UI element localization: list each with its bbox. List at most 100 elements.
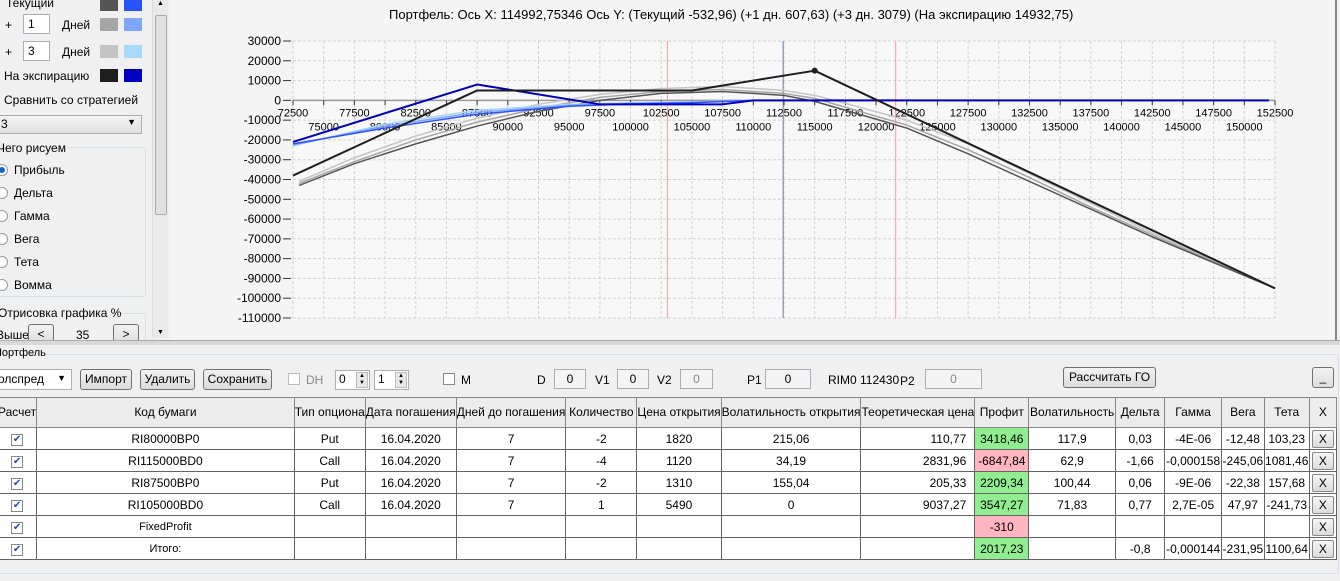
spin-arrows-icon[interactable]: ▲ ▼ bbox=[356, 372, 368, 388]
table-row[interactable]: ✔ Итого: 2017,23 -0,8 -0,000144 -231,95 1100,6… bbox=[0, 537, 1338, 560]
table-cell: 71,83 bbox=[1028, 493, 1117, 516]
remove-row-button[interactable]: X bbox=[1311, 517, 1334, 536]
calc-checkbox[interactable]: ✔ bbox=[11, 544, 24, 556]
scroll-down-icon[interactable]: ▼ bbox=[157, 329, 164, 336]
table-row[interactable]: ✔ RI105000BD0 Call 16.04.2020 7 1 5490 0 9037,27… bbox=[0, 493, 1338, 516]
save-button[interactable]: Сохранить bbox=[203, 369, 272, 390]
v2-value[interactable]: 0 bbox=[680, 369, 713, 389]
table-cell bbox=[455, 515, 567, 538]
remove-row-cell[interactable]: X bbox=[1308, 493, 1338, 516]
table-row[interactable]: ✔ RI87500BP0 Put 16.04.2020 7 -2 1310 155,04 205… bbox=[0, 471, 1338, 494]
delete-button[interactable]: Удалить bbox=[140, 369, 195, 390]
table-row[interactable]: ✔ FixedProfit -310 X bbox=[0, 515, 1338, 538]
calc-checkbox[interactable]: ✔ bbox=[11, 500, 24, 512]
spin-input-1[interactable]: 0 ▲ ▼ bbox=[335, 370, 370, 390]
days-input-1[interactable]: 1 bbox=[23, 14, 50, 34]
column-header[interactable]: Расчет bbox=[0, 397, 38, 428]
legend-expiration-color-compare[interactable] bbox=[124, 69, 142, 82]
calculate-margin-button[interactable]: Рассчитать ГО bbox=[1063, 367, 1156, 388]
days-input-3[interactable]: 3 bbox=[23, 41, 50, 61]
remove-row-cell[interactable]: X bbox=[1308, 427, 1338, 450]
legend-expiration-color-portfolio[interactable] bbox=[100, 69, 118, 82]
dh-checkbox[interactable] bbox=[288, 373, 300, 385]
compare-strategy-select[interactable]: 3 ▼ bbox=[0, 115, 142, 134]
column-header[interactable]: Количество bbox=[565, 397, 638, 428]
remove-row-button[interactable]: X bbox=[1311, 451, 1334, 470]
m-checkbox[interactable] bbox=[443, 373, 455, 385]
column-header[interactable]: Профит bbox=[974, 397, 1030, 428]
payoff-chart[interactable]: Портфель: Ось X: 114992,75346 Ось Y: (Те… bbox=[170, 0, 1337, 340]
p1-value[interactable]: 0 bbox=[765, 369, 811, 389]
legend-1day-color-compare[interactable] bbox=[124, 18, 142, 31]
calc-checkbox[interactable]: ✔ bbox=[11, 456, 24, 468]
remove-row-cell[interactable]: X bbox=[1308, 515, 1338, 538]
column-header[interactable]: Код бумаги bbox=[36, 397, 295, 428]
calc-checkbox-cell[interactable]: ✔ bbox=[0, 471, 38, 494]
remove-row-button[interactable]: X bbox=[1311, 473, 1334, 492]
table-cell: -241,73 bbox=[1263, 493, 1310, 516]
splitter[interactable] bbox=[0, 340, 1340, 345]
remove-row-cell[interactable]: X bbox=[1308, 471, 1338, 494]
scrollbar-thumb[interactable] bbox=[155, 15, 167, 215]
x-tick-label: 95000 bbox=[554, 121, 585, 133]
calc-checkbox[interactable]: ✔ bbox=[11, 434, 24, 446]
radio-icon[interactable] bbox=[0, 210, 8, 222]
remove-row-button[interactable]: X bbox=[1311, 429, 1334, 448]
table-cell: 0,77 bbox=[1115, 493, 1166, 516]
p2-value[interactable]: 0 bbox=[925, 369, 982, 389]
table-row[interactable]: ✔ RI115000BD0 Call 16.04.2020 7 -4 1120 34,19 28… bbox=[0, 449, 1338, 472]
calc-checkbox[interactable]: ✔ bbox=[11, 522, 24, 534]
column-header[interactable]: Тип опциона bbox=[293, 397, 366, 428]
legend-current-color-compare[interactable] bbox=[124, 0, 142, 11]
column-header[interactable]: Волатильность bbox=[1028, 397, 1117, 428]
radio-icon[interactable] bbox=[0, 187, 8, 199]
calc-checkbox-cell[interactable]: ✔ bbox=[0, 449, 38, 472]
remove-row-button[interactable]: X bbox=[1311, 495, 1334, 514]
column-header[interactable]: Цена открытия bbox=[636, 397, 722, 428]
column-header[interactable]: Теоретическая цена bbox=[860, 397, 976, 428]
import-button[interactable]: Импорт bbox=[80, 369, 132, 390]
calc-checkbox-cell[interactable]: ✔ bbox=[0, 537, 38, 560]
minimize-button[interactable]: _ bbox=[1312, 367, 1334, 388]
radio-icon[interactable] bbox=[0, 233, 8, 245]
spin-value: 0 bbox=[339, 372, 346, 386]
legend-3day-color-portfolio[interactable] bbox=[100, 45, 118, 58]
x-tick-label: 102500 bbox=[643, 107, 680, 119]
column-header[interactable]: X bbox=[1308, 397, 1338, 428]
legend-current-color-portfolio[interactable] bbox=[100, 0, 118, 11]
spin-input-2[interactable]: 1 ▲ ▼ bbox=[374, 370, 409, 390]
spin-arrows-icon[interactable]: ▲ ▼ bbox=[395, 372, 407, 388]
column-header[interactable]: Дней до погашения bbox=[455, 397, 567, 428]
d-value[interactable]: 0 bbox=[554, 369, 586, 389]
v1-value[interactable]: 0 bbox=[617, 369, 649, 389]
calc-checkbox-cell[interactable]: ✔ bbox=[0, 515, 38, 538]
remove-row-cell[interactable]: X bbox=[1308, 537, 1338, 560]
render-increase-button[interactable]: > bbox=[113, 324, 139, 340]
render-decrease-button[interactable]: < bbox=[28, 324, 54, 340]
column-header[interactable]: Гамма bbox=[1164, 397, 1222, 428]
strategy-select[interactable]: Колспред ▼ bbox=[0, 369, 72, 390]
column-header[interactable]: Вега bbox=[1220, 397, 1265, 428]
column-header[interactable]: Дельта bbox=[1115, 397, 1166, 428]
scroll-up-icon[interactable]: ▲ bbox=[157, 0, 164, 7]
compare-strategy-checkbox[interactable]: Сравнить со стратегией bbox=[4, 93, 139, 107]
legend-1day-color-portfolio[interactable] bbox=[100, 18, 118, 31]
radio-icon[interactable] bbox=[0, 256, 8, 268]
table-cell: -0,8 bbox=[1115, 537, 1166, 560]
left-panel-scrollbar[interactable]: ▲ ▼ bbox=[152, 0, 168, 338]
column-header[interactable]: Тета bbox=[1263, 397, 1310, 428]
remove-row-cell[interactable]: X bbox=[1308, 449, 1338, 472]
remove-row-button[interactable]: X bbox=[1311, 539, 1334, 558]
legend-3day-color-compare[interactable] bbox=[124, 45, 142, 58]
calc-checkbox-cell[interactable]: ✔ bbox=[0, 427, 38, 450]
radio-icon[interactable] bbox=[0, 279, 8, 291]
column-header[interactable]: Дата погашения bbox=[364, 397, 457, 428]
x-tick-label: 90000 bbox=[493, 121, 524, 133]
table-cell: 3547,27 bbox=[974, 493, 1030, 516]
calc-checkbox-cell[interactable]: ✔ bbox=[0, 493, 38, 516]
calc-checkbox[interactable]: ✔ bbox=[11, 478, 24, 490]
table-row[interactable]: ✔ RI80000BP0 Put 16.04.2020 7 -2 1820 215,06 110… bbox=[0, 427, 1338, 450]
series-point-marker bbox=[811, 67, 818, 74]
column-header[interactable]: Волатильность открытия bbox=[720, 397, 862, 428]
radio-icon[interactable] bbox=[0, 164, 8, 176]
